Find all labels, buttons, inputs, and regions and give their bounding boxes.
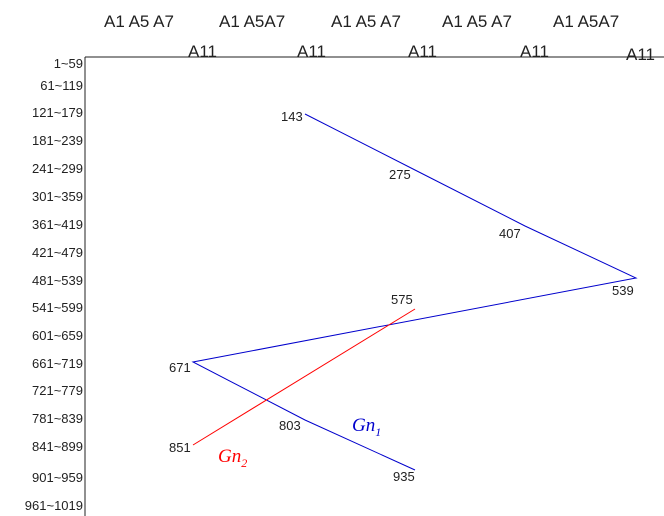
series-layer — [191, 113, 638, 471]
column-header-top: A1 A5 A7 — [331, 12, 401, 31]
row-label: 721~779 — [32, 383, 83, 398]
column-header-bottom: A11 — [626, 45, 655, 64]
series-line-gn2 — [192, 308, 416, 446]
column-header-top: A1 A5 A7 — [442, 12, 512, 31]
series-name-gn1: Gn1 — [352, 415, 381, 439]
point-label: 539 — [612, 283, 634, 298]
point-label: 851 — [169, 440, 191, 455]
point-label: 143 — [281, 109, 303, 124]
row-label: 301~359 — [32, 189, 83, 204]
column-header-bottom: A11 — [188, 42, 217, 61]
row-label: 961~1019 — [25, 498, 83, 513]
row-label: 121~179 — [32, 105, 83, 120]
column-header-bottom: A11 — [520, 42, 549, 61]
column-header-top: A1 A5A7 — [553, 12, 619, 31]
row-labels: 1~59 61~119 121~179 181~239 241~299 301~… — [25, 56, 83, 513]
row-label: 241~299 — [32, 161, 83, 176]
row-label: 661~719 — [32, 356, 83, 371]
point-label: 575 — [391, 292, 413, 307]
row-label: 601~659 — [32, 328, 83, 343]
row-label: 841~899 — [32, 439, 83, 454]
row-label: 61~119 — [40, 78, 83, 93]
point-label: 407 — [499, 226, 521, 241]
point-label-layer: 143 275 407 539 671 803 935 575 851 — [169, 109, 634, 484]
row-label: 181~239 — [32, 133, 83, 148]
row-label: 361~419 — [32, 217, 83, 232]
row-label: 1~59 — [54, 56, 83, 71]
column-headers: A1 A5 A7 A1 A5A7 A1 A5 A7 A1 A5 A7 A1 A5… — [104, 12, 655, 64]
row-label: 481~539 — [32, 273, 83, 288]
series-line-gn1 — [191, 113, 638, 471]
row-label: 541~599 — [32, 300, 83, 315]
column-header-bottom: A11 — [408, 42, 437, 61]
column-header-top: A1 A5 A7 — [104, 12, 174, 31]
point-label: 935 — [393, 469, 415, 484]
column-header-bottom: A11 — [297, 42, 326, 61]
point-label: 275 — [389, 167, 411, 182]
series-name-gn2: Gn2 — [218, 446, 247, 470]
row-label: 781~839 — [32, 411, 83, 426]
row-label: 901~959 — [32, 470, 83, 485]
row-label: 421~479 — [32, 245, 83, 260]
point-label: 803 — [279, 418, 301, 433]
column-header-top: A1 A5A7 — [219, 12, 285, 31]
point-label: 671 — [169, 360, 191, 375]
